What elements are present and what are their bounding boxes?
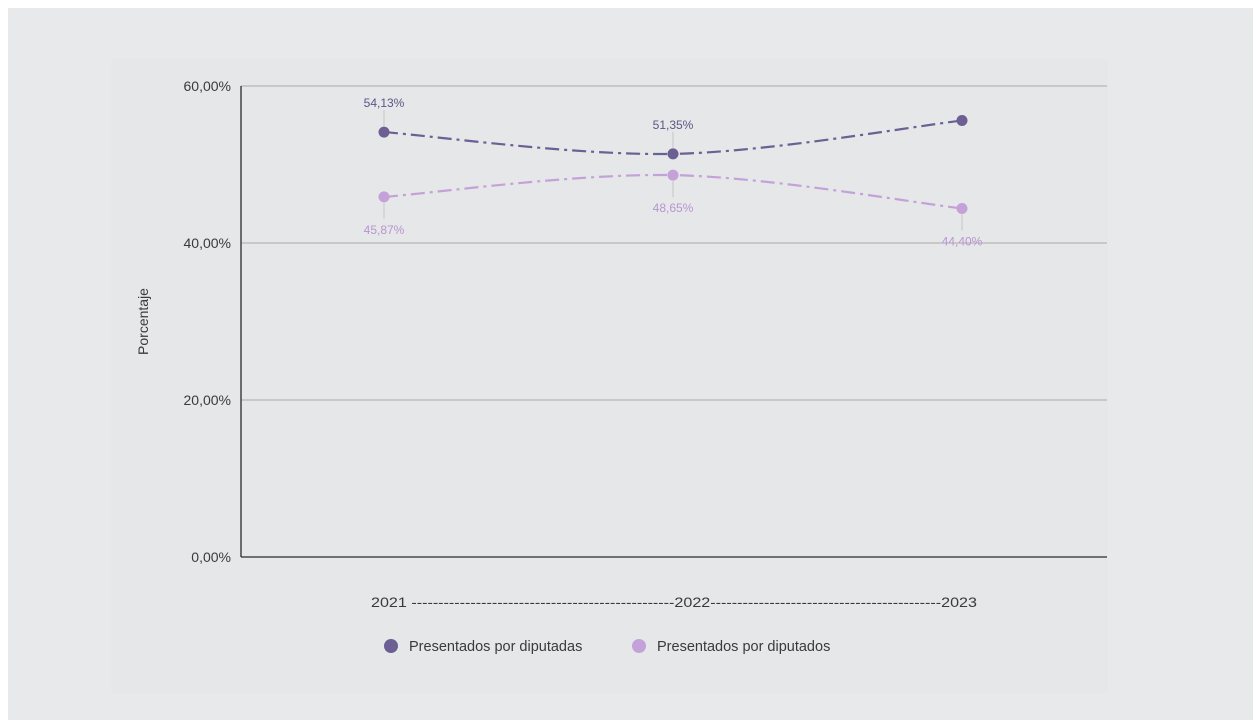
chart-card: 0,00% 20,00% 40,00% 60,00% Porcentaje 54,13… bbox=[8, 8, 1253, 720]
legend[interactable]: Presentados por diputadas Presentados por… bbox=[384, 639, 830, 655]
data-point[interactable] bbox=[956, 115, 968, 127]
data-point[interactable] bbox=[956, 202, 968, 214]
y-tick-label: 20,00% bbox=[184, 392, 231, 408]
legend-label: Presentados por diputadas bbox=[409, 639, 582, 655]
series-group: 54,13% 51,35% 45,87% 48,65% 44,40% bbox=[364, 96, 983, 248]
data-point[interactable] bbox=[378, 191, 390, 203]
y-tick-label: 60,00% bbox=[184, 78, 231, 94]
data-label: 48,65% bbox=[653, 201, 694, 215]
data-point[interactable] bbox=[667, 169, 679, 181]
data-point[interactable] bbox=[378, 126, 390, 138]
y-axis-label: Porcentaje bbox=[135, 288, 151, 355]
axes bbox=[240, 86, 1107, 558]
plot-background bbox=[111, 59, 1108, 693]
x-axis-labels: 2021 -----------------------------------… bbox=[371, 594, 977, 610]
legend-swatch bbox=[384, 639, 398, 653]
legend-label: Presentados por diputados bbox=[657, 639, 830, 655]
legend-item-1[interactable]: Presentados por diputadas bbox=[384, 639, 582, 655]
y-tick-label: 40,00% bbox=[184, 235, 231, 251]
data-label: 45,87% bbox=[364, 223, 405, 237]
data-label: 51,35% bbox=[653, 118, 694, 132]
data-point[interactable] bbox=[667, 148, 679, 160]
y-tick-labels: 0,00% 20,00% 40,00% 60,00% bbox=[184, 78, 231, 565]
chart: 0,00% 20,00% 40,00% 60,00% Porcentaje 54,13… bbox=[111, 59, 1108, 693]
legend-item-2[interactable]: Presentados por diputados bbox=[632, 639, 830, 655]
data-label: 44,40% bbox=[942, 234, 983, 248]
gridlines bbox=[241, 85, 1107, 401]
legend-swatch bbox=[632, 639, 646, 653]
y-tick-label: 0,00% bbox=[191, 549, 231, 565]
data-label: 54,13% bbox=[364, 96, 405, 110]
